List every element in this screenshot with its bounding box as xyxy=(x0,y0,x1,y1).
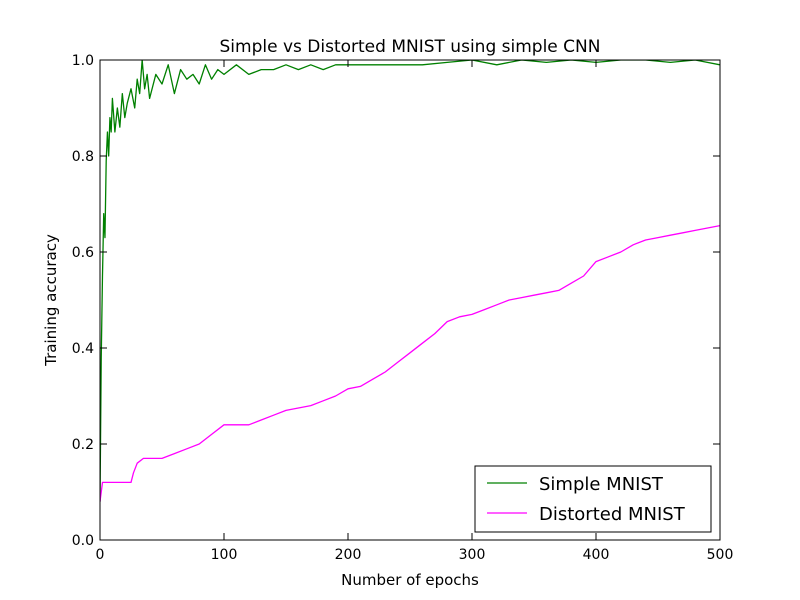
plot-area xyxy=(100,60,720,502)
x-tick-label: 0 xyxy=(96,547,105,563)
x-tick-label: 200 xyxy=(335,547,362,563)
series-line-simple-mnist xyxy=(100,60,720,502)
x-tick-label: 400 xyxy=(583,547,610,563)
axes: 0 100 200 300 400 500 0.0 0.2 0.4 0.6 0.8 1.0 xyxy=(72,53,734,563)
y-tick-label: 0.2 xyxy=(72,437,94,453)
y-tick-label: 1.0 xyxy=(72,53,94,69)
plot-frame xyxy=(99,59,721,541)
legend-label-distorted-mnist: Distorted MNIST xyxy=(539,504,686,525)
series-line-distorted-mnist xyxy=(100,224,720,502)
chart-title: Simple vs Distorted MNIST using simple C… xyxy=(220,37,601,57)
x-tick-label: 300 xyxy=(459,547,486,563)
y-axis-label: Training accuracy xyxy=(42,234,60,367)
x-tick-label: 500 xyxy=(707,547,734,563)
legend-label-simple-mnist: Simple MNIST xyxy=(539,474,664,495)
x-axis-label: Number of epochs xyxy=(341,571,479,589)
legend-box xyxy=(474,465,712,533)
x-tick-label: 100 xyxy=(211,547,238,563)
legend: Simple MNIST Distorted MNIST xyxy=(474,465,712,533)
y-tick-label: 0.0 xyxy=(72,533,94,549)
y-tick-label: 0.8 xyxy=(72,149,94,165)
y-tick-label: 0.4 xyxy=(72,341,94,357)
y-tick-label: 0.6 xyxy=(72,245,94,261)
